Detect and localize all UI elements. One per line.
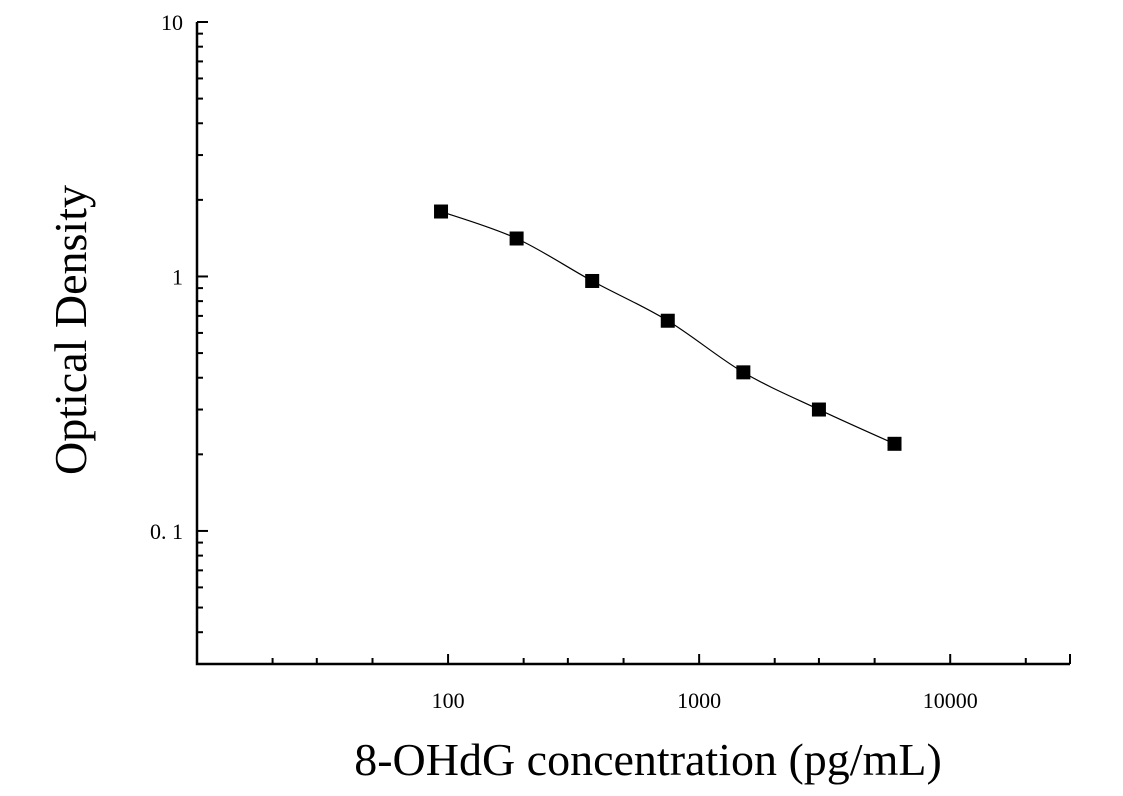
- data-point: [736, 365, 751, 380]
- data-point: [887, 436, 902, 451]
- data-point: [585, 273, 600, 288]
- y-tick-label: 0. 1: [150, 519, 183, 544]
- x-tick-label: 10000: [923, 688, 978, 713]
- data-point: [434, 204, 449, 219]
- y-axis-title: Optical Density: [45, 185, 96, 475]
- data-point: [660, 313, 675, 328]
- axes: [195, 22, 1070, 666]
- axis-lines: [195, 22, 1070, 666]
- y-tick-label: 10: [161, 10, 183, 35]
- tick-labels: 100 1000 10000 0. 1 1 10: [150, 10, 978, 713]
- x-axis-title: 8-OHdG concentration (pg/mL): [354, 734, 942, 785]
- ticks: [197, 21, 1071, 665]
- data-markers: [434, 204, 902, 451]
- data-point: [509, 231, 524, 246]
- data-point: [811, 402, 826, 417]
- x-tick-label: 1000: [677, 688, 721, 713]
- x-tick-label: 100: [432, 688, 465, 713]
- y-tick-label: 1: [172, 264, 183, 289]
